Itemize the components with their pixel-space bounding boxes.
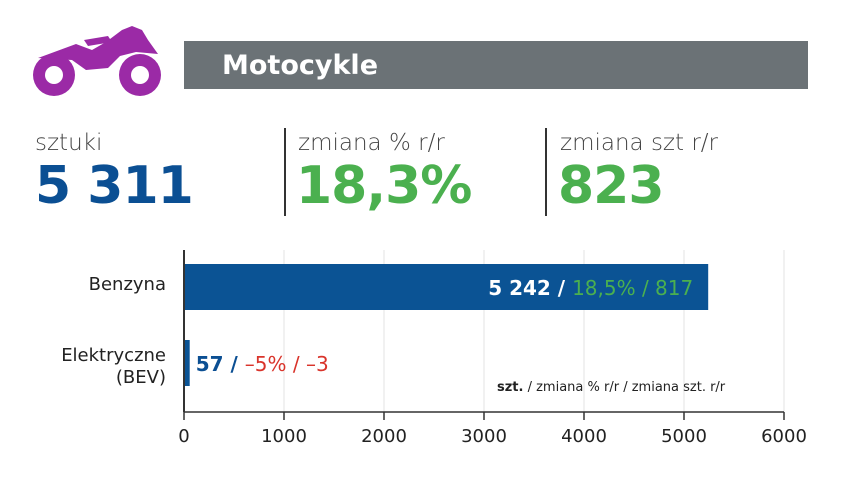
x-tick-label: 4000 (561, 426, 607, 447)
x-tick-label: 5000 (661, 426, 707, 447)
category-label: Benzyna (88, 274, 166, 295)
x-tick-label: 6000 (761, 426, 807, 447)
legend-note-rest: / zmiana % r/r / zmiana szt. r/r (523, 380, 726, 395)
bar-units: 5 242 (488, 276, 551, 300)
bar (184, 264, 709, 310)
bar-data-label: 5 242 / 18,5% / 817 (488, 276, 693, 300)
x-tick-label: 2000 (361, 426, 407, 447)
kpi-pct-value: 18,3% (296, 156, 472, 216)
kpi-units-value: 5 311 (35, 156, 194, 216)
kpi-change-label: zmiana szt r/r (560, 130, 718, 156)
kpi-change-value: 823 (558, 156, 665, 216)
x-tick-label: 0 (178, 426, 190, 447)
motorcycle-icon (33, 26, 161, 96)
kpi-divider (284, 128, 286, 216)
x-tick-label: 3000 (461, 426, 507, 447)
bar-separator: / (223, 352, 245, 376)
x-tick-label: 1000 (261, 426, 307, 447)
bar-change: 18,5% / 817 (572, 276, 694, 300)
bar-units: 57 (195, 352, 224, 376)
kpi-units-label: sztuki (35, 130, 103, 156)
page-title: Motocykle (222, 50, 379, 81)
kpi-divider (545, 128, 547, 216)
bar-data-label: 57 / –5% / –3 (196, 352, 329, 376)
bar-change: –5% / –3 (244, 352, 329, 376)
bar (184, 340, 190, 386)
legend-note: szt. / zmiana % r/r / zmiana szt. r/r (497, 380, 725, 395)
category-label: Elektryczne (BEV) (61, 345, 166, 388)
bar-separator: / (550, 276, 573, 300)
title-bar: Motocykle (184, 41, 808, 89)
kpi-pct-label: zmiana % r/r (298, 130, 445, 156)
legend-note-bold: szt. (497, 380, 524, 395)
